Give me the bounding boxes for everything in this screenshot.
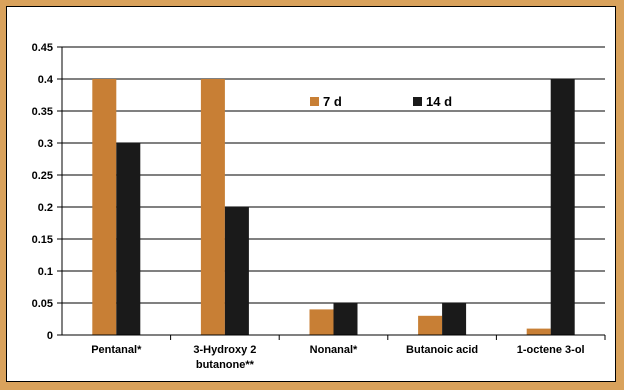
- legend-swatch: [413, 97, 422, 106]
- y-tick-label: 0.1: [38, 266, 53, 278]
- y-tick-label: 0.25: [32, 170, 53, 182]
- y-tick-label: 0.15: [32, 234, 53, 246]
- axes: [57, 46, 606, 340]
- chart-frame: 0 0.05 0.1 0.15 0.2 0.25 0.3 0.35 0.4 0.45 Pentan…: [6, 6, 616, 382]
- category-label: 1-octene 3-ol: [517, 344, 585, 356]
- legend-swatch: [310, 97, 319, 106]
- y-tick-label: 0.05: [32, 298, 53, 310]
- bar-chart: 0 0.05 0.1 0.15 0.2 0.25 0.3 0.35 0.4 0.45 Pentan…: [32, 42, 606, 371]
- bar: [442, 303, 467, 335]
- bar: [224, 207, 249, 335]
- y-tick-label: 0.4: [38, 74, 54, 86]
- category-label: Pentanal*: [91, 344, 142, 356]
- bar: [333, 303, 358, 335]
- bar: [418, 315, 443, 335]
- bar: [116, 143, 141, 335]
- y-tick-label: 0.45: [32, 42, 53, 54]
- bars: [92, 79, 575, 335]
- category-labels: Pentanal* 3-Hydroxy 2 butanone** Nonanal* Bu…: [91, 344, 584, 371]
- bar: [200, 79, 225, 335]
- bar: [309, 309, 334, 335]
- legend-label: 14 d: [426, 94, 452, 109]
- y-tick-label: 0.2: [38, 202, 53, 214]
- legend: 7 d 14 d: [310, 94, 452, 109]
- bar: [92, 79, 117, 335]
- y-tick-label: 0.35: [32, 106, 53, 118]
- gridlines: [62, 46, 605, 304]
- y-tick-label: 0.3: [38, 138, 53, 150]
- y-tick-labels: 0 0.05 0.1 0.15 0.2 0.25 0.3 0.35 0.4 0.45: [32, 42, 54, 342]
- bar: [526, 328, 551, 335]
- legend-label: 7 d: [323, 94, 342, 109]
- category-label: Nonanal*: [310, 344, 358, 356]
- category-label: Butanoic acid: [406, 344, 478, 356]
- category-label: 3-Hydroxy 2 butanone**: [193, 344, 256, 371]
- bar: [550, 79, 575, 335]
- y-tick-label: 0: [47, 330, 53, 342]
